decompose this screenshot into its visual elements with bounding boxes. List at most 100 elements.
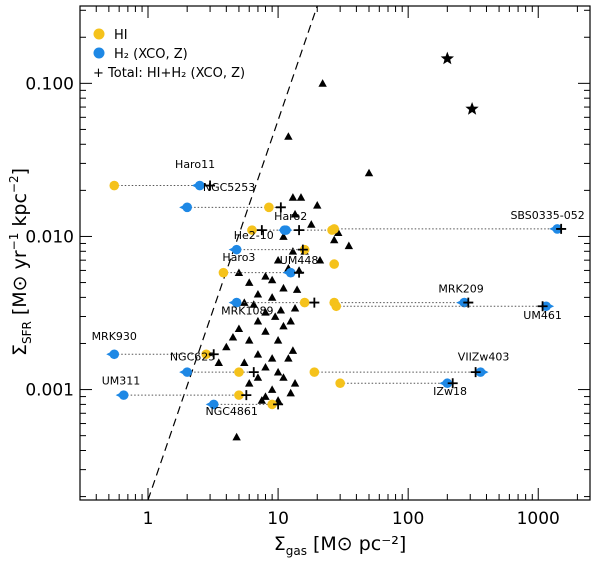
total-point [470,367,481,378]
x-tick-label: 10 [267,509,289,529]
triangle-point [276,305,286,314]
galaxy-label: NGC625 [170,350,215,363]
h2-limit-arrow [456,299,463,306]
y-tick-label: 0.100 [25,74,74,94]
galaxy-label: MRK209 [438,283,483,296]
legend: HI H₂ (XCO, Z) + Total: HI+H₂ (XCO, Z) [93,28,245,81]
legend-total-label: + Total: HI+H₂ (XCO, Z) [93,66,245,81]
galaxy-label: Haro11 [175,158,215,171]
triangle-point [270,312,280,320]
hi-point [234,367,244,377]
y-tick-labels: 0.001 0.010 0.100 [25,74,74,400]
total-point [273,399,284,410]
triangle-point [245,278,254,286]
galaxy-series [106,180,567,410]
legend-hi-marker [93,28,105,40]
h2-limit-arrow [191,182,198,189]
h2-limit-arrow [115,392,122,399]
h2-limit-arrow [482,369,489,376]
total-point [248,367,259,378]
triangle-point [222,342,231,351]
h2-limit-arrow [205,401,212,408]
y-axis-title: ΣSFR[M⊙ yr−1 kpc−2] [7,168,34,356]
triangle-point [214,358,223,366]
triangle-point [334,228,343,236]
triangle-point [315,255,325,264]
h2-limit-arrow [548,303,555,310]
axis-ticks [79,6,590,500]
triangle-point [261,272,270,280]
x-tick-label: 1 [143,509,154,529]
x-tick-label: 100 [392,509,424,529]
star-point [440,51,454,65]
hi-point [247,225,257,235]
triangle-point [288,193,298,201]
total-point [208,349,219,360]
triangle-point [286,316,295,325]
galaxy-label: UM448 [280,254,319,267]
galaxy-label: NGC5253 [203,181,255,194]
triangle-point [284,132,293,140]
triangle-point [279,373,288,381]
legend-h2-marker [93,47,105,59]
plot-frame [79,5,591,501]
triangle-point [234,268,244,277]
total-point [447,378,458,389]
dashed-fit-line [147,6,318,500]
x-axis-title: Σgas [M⊙ pc⁻²] [274,533,407,558]
galaxy-label: VIIZw403 [458,350,510,363]
triangle-point [253,316,263,325]
hi-point [267,399,277,410]
h2-limit-arrow [286,227,293,234]
hi-point [264,202,274,213]
triangle-point [286,388,295,397]
triangle-point [292,285,302,293]
h2-limit-arrow [179,204,186,211]
galaxy-label: Haro3 [222,251,255,264]
triangle-point [253,289,263,298]
legend-hi-label: HI [114,28,128,43]
triangle-point [267,293,277,301]
h2-limit-arrow [439,380,446,387]
x-tick-label: 1000 [517,509,560,529]
triangle-point [232,432,241,441]
hi-point [234,390,244,400]
triangle-point [329,235,339,244]
galaxy-label: Haro2 [274,210,307,223]
triangle-point [240,358,249,366]
hi-point [329,224,339,234]
galaxy-label: IZw18 [433,385,467,398]
total-point [297,244,308,255]
triangle-point [273,255,283,264]
triangle-point [253,373,263,381]
hi-point [329,259,339,269]
triangle-point [257,396,267,404]
galaxy-label: MRK930 [92,330,137,343]
total-point [463,297,474,308]
h2-limit-arrow [228,299,235,306]
triangle-point [249,300,258,308]
triangle-point [364,168,374,177]
star-point [465,102,479,115]
h2-limit-arrow [282,269,289,276]
galaxy-label: UM461 [523,309,562,322]
total-point [309,297,320,308]
triangle-point [261,327,270,335]
triangle-point [234,324,244,332]
total-point [556,223,567,234]
h2-limit-arrow [106,351,113,358]
triangle-point [261,362,270,371]
triangle-point [267,385,277,393]
y-tick-label: 0.010 [25,227,74,247]
hi-point [309,367,320,377]
y-tick-label: 0.001 [25,381,74,401]
x-tick-labels: 1 10 100 1000 [143,509,560,529]
triangle-point [288,346,298,354]
total-point [256,225,267,236]
total-point [275,202,286,213]
total-point [205,180,216,191]
galaxy-label: MRK1089 [221,304,273,317]
triangle-point [253,350,263,358]
triangle-point [273,367,283,376]
